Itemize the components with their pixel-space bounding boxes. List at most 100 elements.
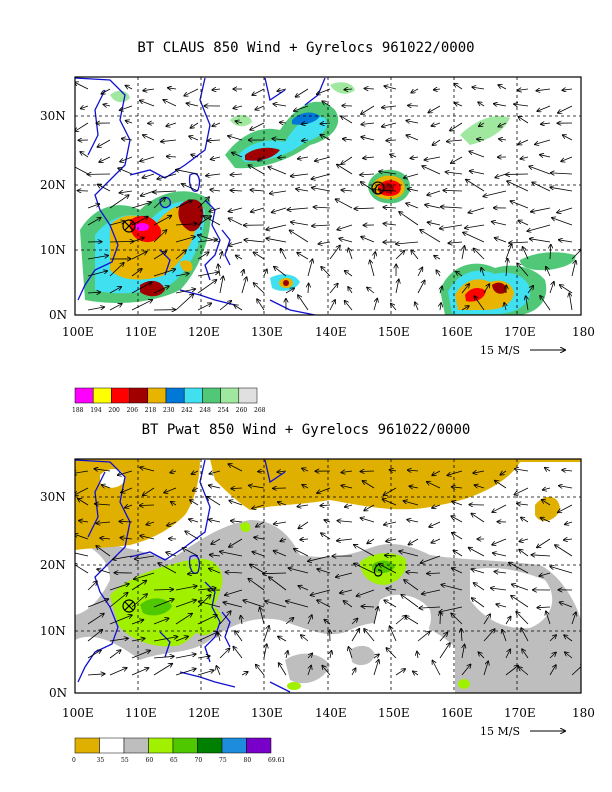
wind-vector [408, 106, 419, 107]
colorbar-swatch [183, 387, 203, 404]
wind-vector [109, 593, 128, 608]
wind-vector [96, 546, 111, 557]
wind-vector [99, 156, 111, 162]
panel1-colorbar: 188 194 200 206 218 230 242 248 254 260 268 [72, 387, 266, 414]
wind-vector [386, 648, 397, 659]
colorbar-tick-label: 242 [181, 407, 193, 414]
wind-vector [158, 563, 177, 574]
colorbar-tick-label: 230 [163, 407, 175, 414]
wind-vector [119, 191, 133, 193]
wind-vector [452, 487, 463, 488]
wind-vector [512, 584, 529, 591]
wind-vector [374, 252, 375, 260]
wind-vector [231, 190, 243, 191]
wind-vector [87, 581, 97, 591]
wind-vector [509, 563, 529, 574]
wind-vector [492, 538, 507, 545]
wind-vector [97, 139, 111, 147]
wind-vector [226, 572, 243, 573]
panel2-lon-label: 110E [125, 706, 157, 720]
wind-vector [183, 548, 199, 557]
wind-vector [242, 270, 244, 277]
wind-vector [232, 153, 243, 158]
wind-vector [153, 589, 173, 590]
wind-vector [243, 600, 265, 608]
wind-vector [417, 267, 422, 277]
wind-vector [254, 537, 265, 539]
panel2-frame [74, 458, 582, 694]
wind-vector [454, 84, 463, 90]
wind-vector [175, 294, 193, 311]
wind-vector [193, 488, 199, 491]
wind-vector [318, 242, 331, 244]
wind-vector [337, 521, 353, 522]
wind-vector [348, 248, 353, 260]
wind-vector [81, 106, 89, 109]
wind-vector [251, 207, 265, 212]
wind-vector [451, 156, 463, 163]
wind-vector [518, 89, 529, 90]
panel2-lon-label: 180 [572, 706, 595, 720]
wind-vector [308, 284, 309, 294]
wind-vector [540, 155, 551, 157]
wind-vector [254, 252, 265, 260]
wind-vector [545, 468, 551, 471]
panel1-wind-vectors [75, 82, 581, 311]
wind-vector [321, 267, 331, 277]
wind-vector [143, 487, 155, 495]
wind-vector [541, 123, 551, 124]
wind-vector [391, 304, 397, 311]
wind-vector [100, 538, 111, 539]
colorbar-tick-label: 206 [127, 407, 139, 414]
wind-vector [157, 173, 177, 179]
wind-vector [140, 536, 155, 540]
wind-vector [571, 663, 581, 676]
wind-vector [343, 139, 353, 140]
panel2-lon-label: 140E [315, 706, 347, 720]
panel2-lat-label: 10N [40, 624, 66, 638]
wind-vector [345, 301, 353, 311]
wind-vector [211, 538, 221, 544]
wind-vector [505, 617, 511, 625]
wind-vector [348, 287, 353, 294]
wind-vector [440, 224, 463, 229]
wind-vector [373, 299, 377, 311]
wind-vector [208, 140, 221, 141]
wind-vector [252, 504, 265, 509]
colorbar-swatch [165, 387, 185, 404]
wind-vector [466, 180, 485, 192]
wind-vector [530, 239, 551, 243]
wind-vector [329, 284, 338, 294]
wind-vector [417, 280, 425, 294]
wind-vector [209, 471, 221, 474]
wind-vector [228, 136, 243, 141]
wind-vector [506, 174, 529, 175]
wind-vector [421, 555, 441, 563]
colorbar-swatch [92, 387, 112, 404]
wind-vector [361, 123, 375, 125]
wind-vector [118, 470, 133, 475]
wind-vector [166, 122, 177, 126]
wind-vector [297, 253, 309, 260]
wind-vector [241, 672, 248, 675]
wind-vector [258, 471, 265, 472]
wind-vector [481, 268, 484, 277]
wind-vector [344, 601, 353, 608]
wind-vector [296, 88, 309, 97]
panel1-lat-label: 10N [40, 243, 66, 257]
wind-vector [121, 487, 133, 493]
wind-vector [241, 277, 247, 294]
wind-vector [543, 488, 551, 490]
wind-vector [540, 296, 551, 311]
wind-vector [390, 154, 397, 157]
wind-vector [413, 671, 419, 675]
wind-vector [264, 269, 267, 277]
wind-vector [290, 230, 309, 243]
wind-vector [373, 190, 397, 191]
wind-vector [523, 247, 529, 260]
wind-vector [167, 521, 177, 526]
wind-vector [336, 199, 353, 209]
wind-vector [564, 635, 573, 642]
wind-vector [153, 637, 178, 642]
wind-vector [109, 195, 129, 209]
